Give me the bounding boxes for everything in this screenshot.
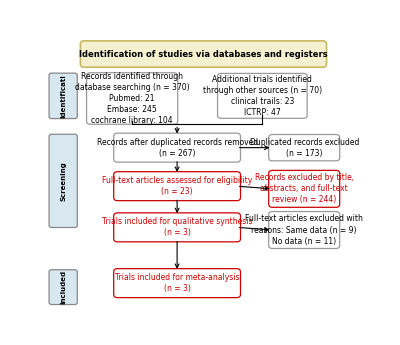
FancyBboxPatch shape — [86, 73, 178, 124]
Text: Records after duplicated records removed
(n = 267): Records after duplicated records removed… — [96, 138, 258, 158]
FancyBboxPatch shape — [49, 73, 77, 119]
Text: Identificati: Identificati — [60, 74, 66, 118]
Text: Included: Included — [60, 270, 66, 304]
Text: Trials included for meta-analysis
(n = 3): Trials included for meta-analysis (n = 3… — [115, 273, 239, 293]
FancyBboxPatch shape — [269, 170, 340, 207]
FancyBboxPatch shape — [114, 269, 240, 298]
FancyBboxPatch shape — [49, 270, 77, 305]
Text: Full-text articles assessed for eligibility
(n = 23): Full-text articles assessed for eligibil… — [102, 176, 252, 196]
FancyBboxPatch shape — [269, 135, 340, 161]
FancyBboxPatch shape — [114, 213, 240, 242]
FancyBboxPatch shape — [80, 41, 326, 67]
FancyBboxPatch shape — [49, 134, 77, 227]
Text: Full-text articles excluded with
reasons: Same data (n = 9)
No data (n = 11): Full-text articles excluded with reasons… — [245, 214, 363, 246]
FancyBboxPatch shape — [269, 211, 340, 248]
FancyBboxPatch shape — [114, 133, 240, 162]
Text: Records identified through
database searching (n = 370)
Pubmed: 21
Embase: 245
c: Records identified through database sear… — [75, 72, 190, 125]
FancyBboxPatch shape — [218, 73, 307, 118]
Text: Trials included for qualitative synthesis
(n = 3): Trials included for qualitative synthesi… — [102, 217, 252, 237]
Text: Identification of studies via databases and registers: Identification of studies via databases … — [79, 50, 328, 59]
Text: Screening: Screening — [60, 161, 66, 201]
Text: Records excluded by title,
abstracts, and full-text
review (n = 244): Records excluded by title, abstracts, an… — [255, 173, 354, 205]
FancyBboxPatch shape — [114, 172, 240, 201]
Text: Duplicated records excluded
(n = 173): Duplicated records excluded (n = 173) — [250, 138, 359, 158]
Text: Additional trials identified
through other sources (n = 70)
clinical trails: 23
: Additional trials identified through oth… — [203, 75, 322, 117]
